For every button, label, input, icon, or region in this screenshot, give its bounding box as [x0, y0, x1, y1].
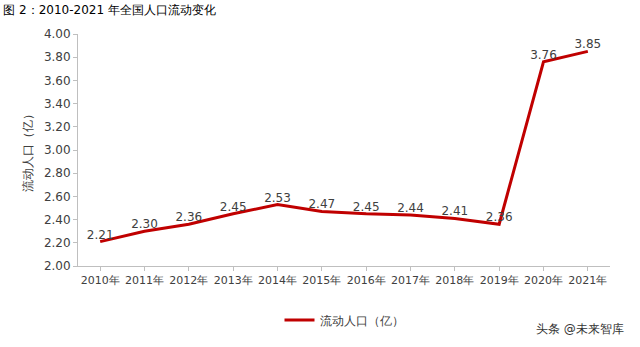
svg-text:2010年: 2010年 — [81, 274, 120, 287]
svg-text:2.41: 2.41 — [441, 204, 468, 218]
svg-text:2018年: 2018年 — [435, 274, 474, 287]
svg-text:3.20: 3.20 — [44, 120, 71, 134]
svg-text:2021年: 2021年 — [568, 274, 607, 287]
svg-text:2.21: 2.21 — [87, 228, 114, 242]
svg-text:流动人口（亿）: 流动人口（亿） — [320, 314, 404, 328]
svg-text:2.60: 2.60 — [44, 190, 71, 204]
svg-text:2013年: 2013年 — [214, 274, 253, 287]
svg-text:2.36: 2.36 — [175, 210, 202, 224]
svg-text:2020年: 2020年 — [524, 274, 563, 287]
svg-text:2011年: 2011年 — [125, 274, 164, 287]
svg-text:2017年: 2017年 — [391, 274, 430, 287]
svg-text:3.60: 3.60 — [44, 74, 71, 88]
svg-text:2.47: 2.47 — [308, 197, 335, 211]
svg-text:2.00: 2.00 — [44, 259, 71, 273]
svg-text:2.36: 2.36 — [486, 210, 513, 224]
svg-text:3.00: 3.00 — [44, 143, 71, 157]
svg-text:2.40: 2.40 — [44, 213, 71, 227]
svg-text:2.44: 2.44 — [397, 201, 424, 215]
svg-text:流动人口（亿）: 流动人口（亿） — [21, 108, 35, 192]
svg-text:2014年: 2014年 — [258, 274, 297, 287]
svg-text:图 2：2010-2021 年全国人口流动变化: 图 2：2010-2021 年全国人口流动变化 — [3, 3, 216, 17]
svg-text:3.40: 3.40 — [44, 97, 71, 111]
svg-text:2.45: 2.45 — [353, 200, 380, 214]
svg-text:头条 @未来智库: 头条 @未来智库 — [536, 322, 624, 336]
svg-text:2.30: 2.30 — [131, 217, 158, 231]
svg-text:3.76: 3.76 — [530, 48, 557, 62]
svg-text:3.85: 3.85 — [574, 37, 601, 51]
svg-text:3.80: 3.80 — [44, 50, 71, 64]
svg-text:2.53: 2.53 — [264, 191, 291, 205]
svg-text:4.00: 4.00 — [44, 27, 71, 41]
svg-text:2012年: 2012年 — [169, 274, 208, 287]
svg-text:2.45: 2.45 — [220, 200, 247, 214]
svg-text:2019年: 2019年 — [480, 274, 519, 287]
svg-text:2016年: 2016年 — [347, 274, 386, 287]
svg-text:2.80: 2.80 — [44, 166, 71, 180]
svg-text:2.20: 2.20 — [44, 236, 71, 250]
svg-text:2015年: 2015年 — [302, 274, 341, 287]
